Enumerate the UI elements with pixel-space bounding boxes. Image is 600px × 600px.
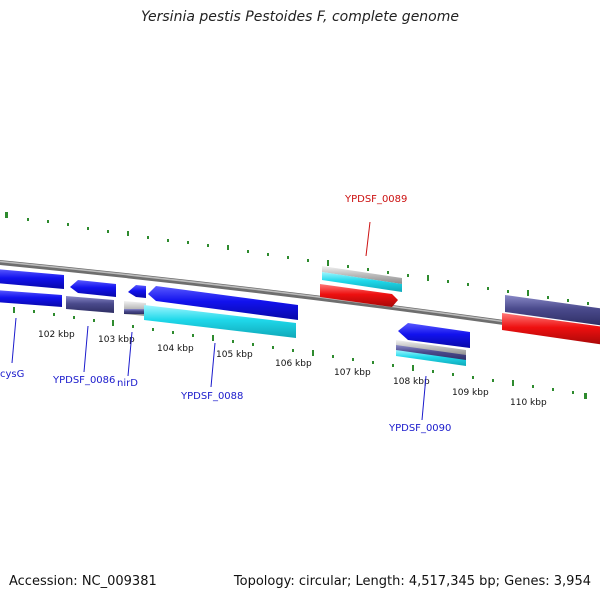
- cds-feature[interactable]: [0, 290, 62, 307]
- kbp-label: 103 kbp: [98, 335, 135, 345]
- gene-label-ypdsf-0089[interactable]: YPDSF_0089: [344, 194, 407, 205]
- cds-feature[interactable]: [398, 323, 470, 348]
- gene-feature[interactable]: [322, 266, 402, 284]
- gene-feature[interactable]: [505, 295, 600, 326]
- kbp-label: 106 kbp: [275, 359, 312, 369]
- kbp-label: 105 kbp: [216, 350, 253, 360]
- cds-feature[interactable]: [148, 286, 298, 320]
- kbp-label: 108 kbp: [393, 377, 430, 387]
- gene-label-ypdsf-0086[interactable]: YPDSF_0086: [52, 375, 115, 386]
- gene-label-nirD[interactable]: nirD: [117, 378, 138, 389]
- rrna-feature[interactable]: [396, 350, 466, 366]
- upper-scale-dots: [5, 212, 589, 305]
- kbp-tick-labels: 102 kbp 103 kbp 104 kbp 105 kbp 106 kbp …: [38, 330, 547, 408]
- map-title: Yersinia pestis Pestoides F, complete ge…: [141, 9, 459, 25]
- gene-label-ypdsf-0088[interactable]: YPDSF_0088: [180, 391, 243, 402]
- kbp-label: 110 kbp: [510, 398, 547, 408]
- cds-feature[interactable]: [128, 285, 146, 298]
- rrna-feature[interactable]: [144, 305, 296, 338]
- cds-feature[interactable]: [70, 280, 116, 297]
- gene-feature[interactable]: [66, 296, 114, 313]
- lower-scale-dots: [13, 307, 587, 399]
- cds-feature[interactable]: [0, 269, 64, 289]
- genome-summary-text: Topology: circular; Length: 4,517,345 bp…: [233, 574, 591, 589]
- gene-label-ypdsf-0090[interactable]: YPDSF_0090: [388, 423, 451, 434]
- kbp-label: 102 kbp: [38, 330, 75, 340]
- trna-feature[interactable]: [502, 313, 600, 345]
- accession-text: Accession: NC_009381: [9, 574, 157, 589]
- kbp-label: 107 kbp: [334, 368, 371, 378]
- gene-label-cysG[interactable]: cysG: [0, 369, 24, 380]
- rrna-feature[interactable]: [322, 272, 402, 292]
- label-leader-lines: [11, 221, 427, 421]
- gene-feature[interactable]: [396, 340, 466, 356]
- kbp-label: 104 kbp: [157, 344, 194, 354]
- trna-feature[interactable]: [320, 284, 398, 307]
- gene-feature[interactable]: [124, 309, 146, 314]
- gene-feature[interactable]: [396, 345, 466, 361]
- kbp-label: 109 kbp: [452, 388, 489, 398]
